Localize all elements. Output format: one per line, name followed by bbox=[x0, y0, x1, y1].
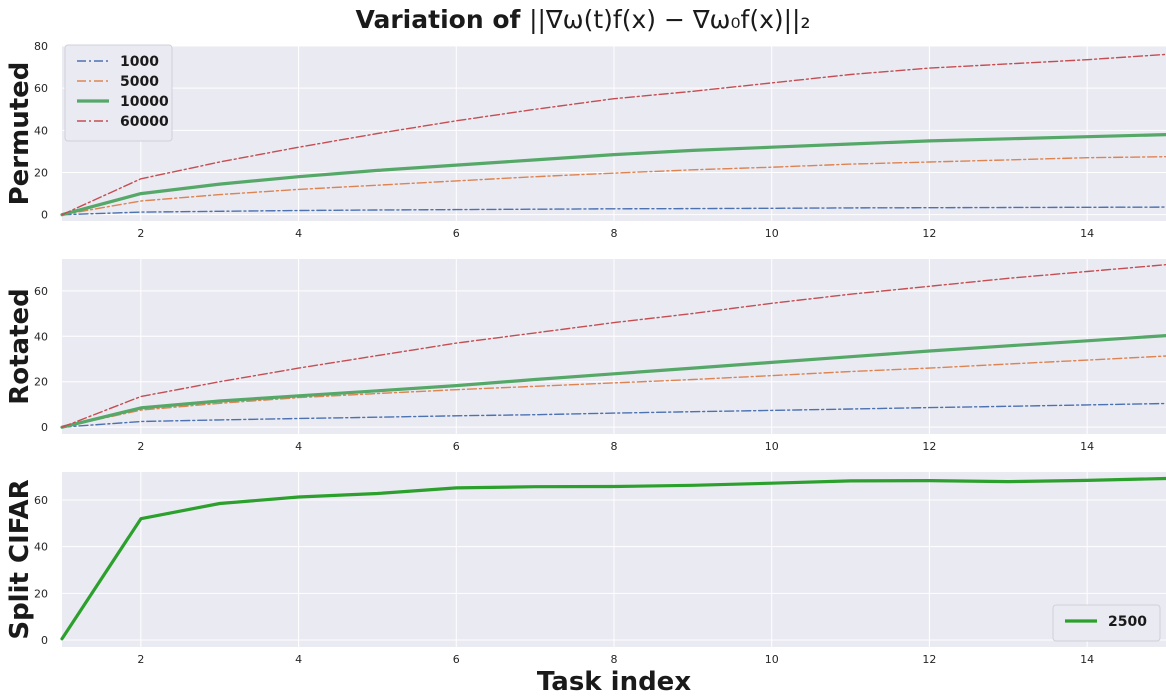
x-axis-label: Task index bbox=[537, 667, 691, 696]
x-tick-label: 2 bbox=[137, 227, 144, 240]
series-line-10000 bbox=[60, 334, 1166, 429]
y-tick-label: 60 bbox=[34, 82, 48, 95]
x-tick-label: 14 bbox=[1080, 227, 1094, 240]
legend-label-2500: 2500 bbox=[1108, 614, 1147, 630]
series-line-5000 bbox=[61, 155, 1166, 216]
y-tick-label: 60 bbox=[34, 494, 48, 507]
series-line-5000 bbox=[61, 355, 1166, 428]
x-tick-label: 4 bbox=[295, 227, 302, 240]
series-line-1000 bbox=[61, 402, 1166, 428]
x-tick-label: 6 bbox=[453, 653, 460, 666]
x-tick-label: 14 bbox=[1080, 440, 1094, 453]
y-axis-label: Permuted bbox=[5, 62, 35, 206]
y-tick-label: 80 bbox=[34, 40, 48, 53]
x-tick-label: 14 bbox=[1080, 653, 1094, 666]
legend: 1000 5000 10000 60000 bbox=[64, 44, 173, 142]
x-tick-label: 2 bbox=[137, 653, 144, 666]
y-tick-label: 0 bbox=[41, 421, 48, 434]
series-line-60000 bbox=[61, 53, 1166, 216]
figure-title-prefix: Variation of bbox=[356, 5, 530, 34]
legend-box bbox=[64, 44, 173, 142]
series-line-1000 bbox=[61, 206, 1166, 216]
y-tick-label: 20 bbox=[34, 376, 48, 389]
x-tick-label: 6 bbox=[453, 440, 460, 453]
legend-label-5000: 5000 bbox=[120, 74, 159, 90]
x-tick-label: 8 bbox=[611, 440, 618, 453]
y-tick-label: 40 bbox=[34, 124, 48, 137]
series-line-10000 bbox=[60, 133, 1166, 217]
x-tick-label: 12 bbox=[922, 440, 936, 453]
subplot-1: 2 4 6 8 10 12 14 0 20 40 60 80 Permuted 1000 5000 10000… bbox=[5, 40, 1166, 240]
legend-label-1000: 1000 bbox=[120, 54, 159, 70]
y-tick-label: 0 bbox=[41, 209, 48, 222]
series-line-2500 bbox=[60, 476, 1166, 641]
figure-title: Variation of ||∇ω(t)f(x) − ∇ω₀f(x)||₂ bbox=[356, 5, 811, 34]
x-tick-label: 2 bbox=[137, 440, 144, 453]
x-tick-label: 12 bbox=[922, 227, 936, 240]
x-tick-label: 8 bbox=[611, 653, 618, 666]
y-tick-label: 60 bbox=[34, 285, 48, 298]
y-tick-label: 20 bbox=[34, 167, 48, 180]
series-line-60000 bbox=[61, 264, 1166, 428]
y-axis-label: Rotated bbox=[5, 288, 35, 405]
x-tick-label: 4 bbox=[295, 653, 302, 666]
y-tick-label: 40 bbox=[34, 330, 48, 343]
y-tick-label: 20 bbox=[34, 587, 48, 600]
legend: 2500 bbox=[1052, 604, 1161, 642]
legend-box bbox=[1052, 604, 1161, 642]
legend-label-60000: 60000 bbox=[120, 114, 169, 130]
x-tick-label: 10 bbox=[765, 440, 779, 453]
x-tick-label: 10 bbox=[765, 227, 779, 240]
y-axis-label: Split CIFAR bbox=[5, 479, 35, 639]
x-tick-label: 10 bbox=[765, 653, 779, 666]
x-tick-label: 4 bbox=[295, 440, 302, 453]
y-tick-label: 40 bbox=[34, 541, 48, 554]
x-tick-label: 12 bbox=[922, 653, 936, 666]
legend-label-10000: 10000 bbox=[120, 94, 169, 110]
y-tick-label: 0 bbox=[41, 634, 48, 647]
figure-title-math: ||∇ω(t)f(x) − ∇ω₀f(x)||₂ bbox=[529, 5, 810, 34]
x-tick-label: 8 bbox=[611, 227, 618, 240]
x-tick-label: 6 bbox=[453, 227, 460, 240]
